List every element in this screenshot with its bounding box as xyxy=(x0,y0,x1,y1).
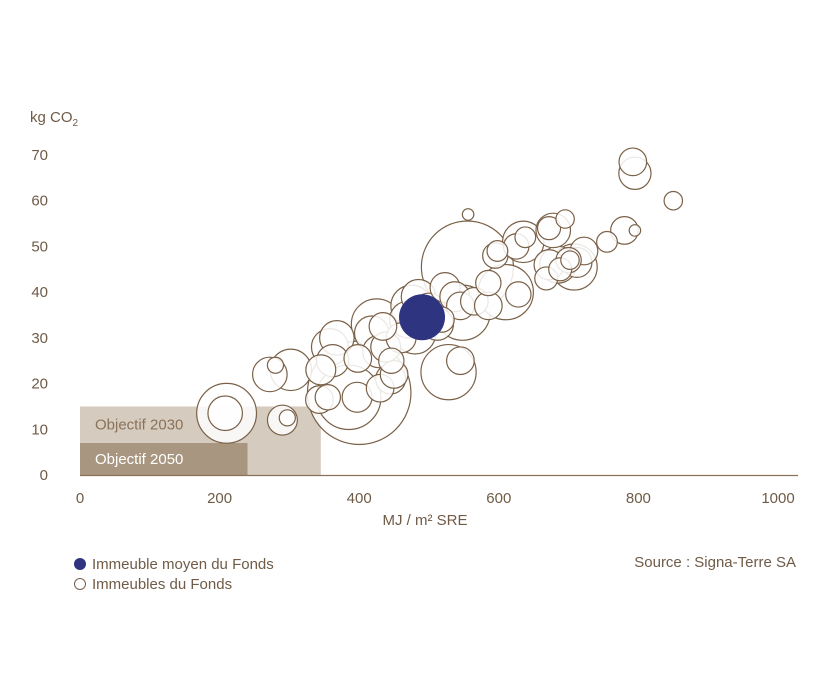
x-tick-label: 200 xyxy=(207,490,232,507)
x-tick-label: 400 xyxy=(347,490,372,507)
building-point xyxy=(207,395,244,432)
building-point xyxy=(368,312,398,341)
building-point xyxy=(560,250,580,270)
building-point xyxy=(505,281,532,308)
building-point xyxy=(514,226,537,249)
hollow-circle-icon xyxy=(74,578,86,590)
legend-label: Immeuble moyen du Fonds xyxy=(92,555,274,573)
y-tick-label: 0 xyxy=(40,467,48,484)
legend: Immeuble moyen du Fonds Immeubles du Fon… xyxy=(74,554,274,594)
building-point xyxy=(266,356,285,374)
source-note: Source : Signa-Terre SA xyxy=(634,554,796,571)
x-tick-label: 600 xyxy=(486,490,511,507)
x-tick-label: 0 xyxy=(76,490,84,507)
y-tick-label: 70 xyxy=(31,147,48,164)
y-axis-label-main: kg CO xyxy=(30,109,73,126)
building-point xyxy=(314,384,342,411)
filled-circle-icon xyxy=(74,558,86,570)
y-axis-label: kg CO2 xyxy=(30,109,79,129)
building-point xyxy=(486,240,509,262)
axes: 0 200 400 600 800 1000 0 10 20 30 40 50 60 70 xyxy=(31,147,798,507)
building-point xyxy=(596,230,618,253)
building-point xyxy=(446,346,475,376)
average-building-point xyxy=(399,294,446,341)
x-tick-label: 1000 xyxy=(761,490,794,507)
building-point xyxy=(555,209,575,229)
y-axis-label-subscript: 2 xyxy=(73,118,79,129)
y-tick-label: 50 xyxy=(31,238,48,255)
target-label-2050: Objectif 2050 xyxy=(95,451,183,468)
building-point xyxy=(663,190,684,211)
y-tick-label: 20 xyxy=(31,376,48,393)
data-points xyxy=(196,147,684,446)
building-point xyxy=(628,224,642,237)
target-zone-2050 xyxy=(80,443,248,475)
y-tick-label: 30 xyxy=(31,330,48,347)
y-tick-label: 60 xyxy=(31,193,48,210)
building-point xyxy=(461,208,475,221)
legend-item-average: Immeuble moyen du Fonds xyxy=(74,554,274,574)
target-label-2030: Objectif 2030 xyxy=(95,417,183,434)
x-tick-label: 800 xyxy=(626,490,651,507)
y-tick-label: 40 xyxy=(31,284,48,301)
legend-item-buildings: Immeubles du Fonds xyxy=(74,574,274,594)
legend-label: Immeubles du Fonds xyxy=(92,575,233,593)
building-point xyxy=(343,344,373,373)
x-axis-label: MJ / m² SRE xyxy=(383,512,468,529)
y-tick-label: 10 xyxy=(31,421,48,438)
building-point xyxy=(536,216,562,241)
building-point xyxy=(278,409,296,427)
building-point xyxy=(618,147,648,177)
building-point xyxy=(305,354,337,386)
building-point xyxy=(378,347,405,374)
building-point xyxy=(475,269,502,297)
